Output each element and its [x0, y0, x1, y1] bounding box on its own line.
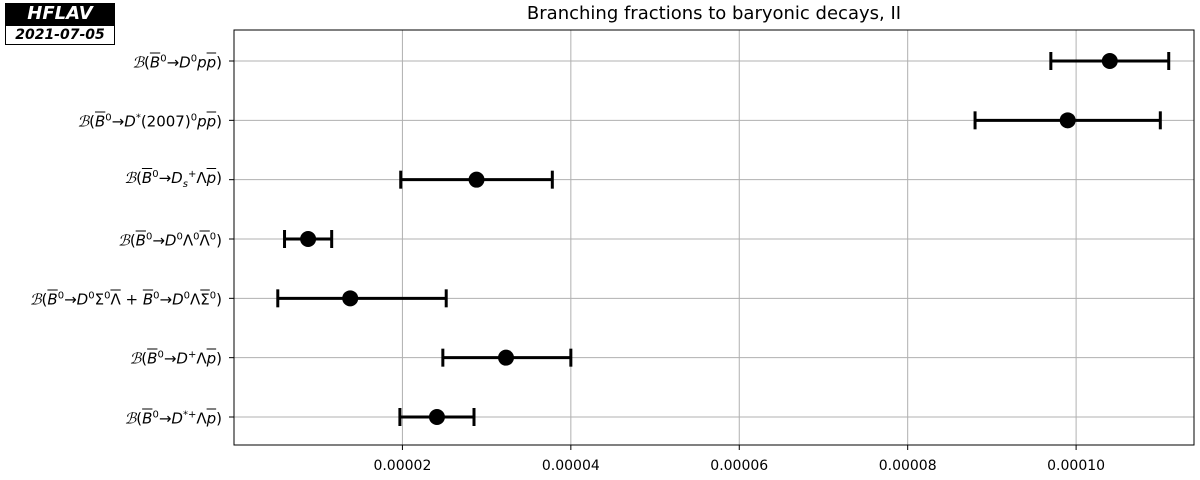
data-point-5	[498, 349, 514, 366]
ylabel-6: ℬ(B0→D*+Λp)	[124, 409, 222, 428]
data-point-4	[342, 290, 359, 307]
x-tick-label-1: 0.00004	[542, 458, 600, 474]
ylabel-0: ℬ(B0→D0pp)	[132, 53, 222, 72]
data-point-6	[428, 409, 445, 425]
x-tick-label-2: 0.00006	[710, 458, 768, 474]
ylabel-4: ℬ(B0→D0Σ0Λ + B0→D0ΛΣ0)	[29, 290, 222, 309]
chart-title: Branching fractions to baryonic decays, …	[526, 3, 902, 24]
hflav-logo: HFLAV	[5, 3, 115, 25]
ylabel-1: ℬ(B0→D*(2007)0pp)	[77, 112, 222, 131]
ylabel-5: ℬ(B0→D+Λp)	[129, 349, 222, 368]
axes-frame	[233, 29, 1195, 446]
data-point-1	[1059, 112, 1076, 129]
x-tick-label-3: 0.00008	[879, 458, 937, 474]
data-point-0	[1101, 53, 1118, 69]
ylabel-2: ℬ(B0→Ds+Λp)	[124, 169, 222, 190]
hflav-date: 2021-07-05	[5, 25, 115, 45]
data-point-2	[468, 171, 485, 188]
x-tick-label-4: 0.00010	[1047, 458, 1105, 474]
data-point-3	[300, 231, 317, 247]
ylabel-3: ℬ(B0→D0Λ0Λ0)	[118, 231, 222, 250]
x-tick-label-0: 0.00002	[373, 458, 431, 474]
